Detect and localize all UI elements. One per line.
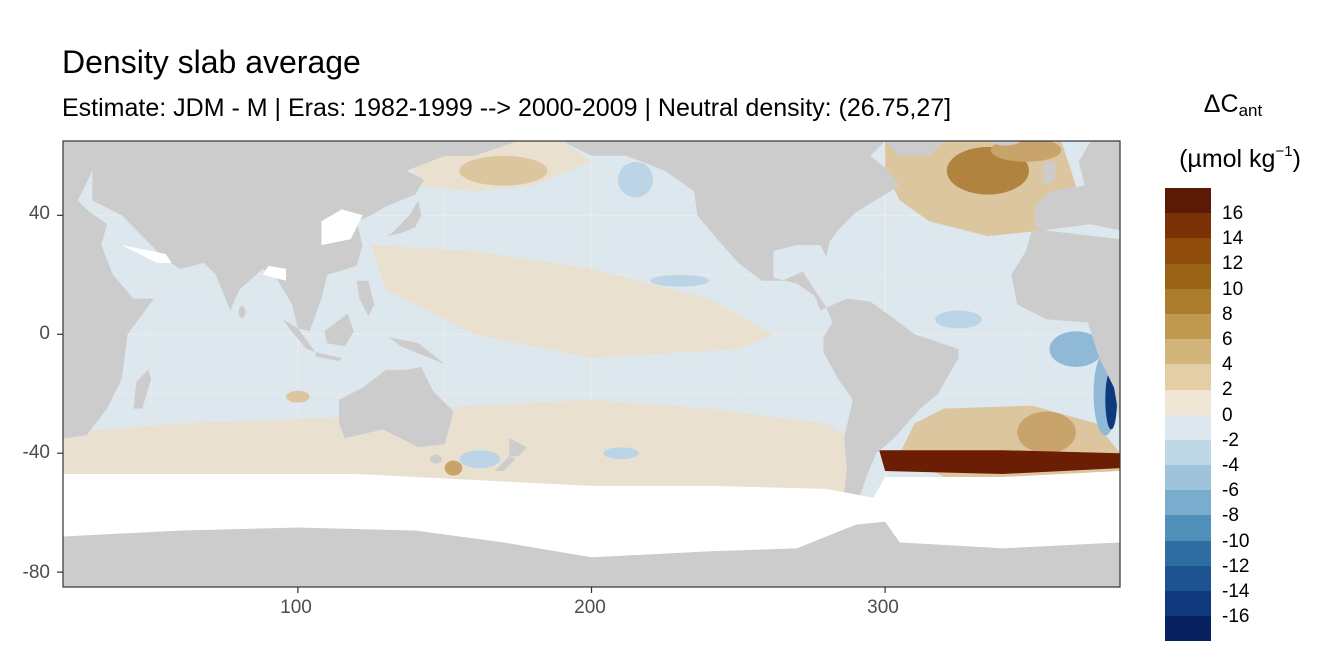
x-tick-label: 300 [867, 597, 899, 618]
masked-yellow-sea [321, 209, 363, 246]
cool-tasman-patch [459, 450, 501, 469]
legend-color-cell [1165, 288, 1211, 314]
legend-label: -4 [1222, 455, 1239, 476]
landmasses [63, 141, 1120, 587]
legend-label: -14 [1222, 581, 1250, 602]
warm-south-atlantic-core [1017, 411, 1076, 454]
legend-color-cell [1165, 364, 1211, 390]
legend-color-cell [1165, 263, 1211, 289]
cool-south-pacific-patch [603, 447, 639, 460]
new-zealand-south [494, 456, 516, 471]
europe [1034, 141, 1120, 231]
legend-color-cell [1165, 188, 1211, 214]
warm-tasman-spot [444, 460, 463, 476]
masked-persian-gulf [121, 245, 172, 263]
warm-pacific-tongue [371, 245, 774, 359]
borneo [324, 313, 354, 347]
legend-unit: (µmol kg−1) [1179, 143, 1301, 173]
west-africa [1011, 230, 1120, 424]
philippines [356, 280, 375, 317]
new-zealand-north [509, 438, 527, 457]
legend-color-cell [1165, 616, 1211, 642]
legend-color-cell [1165, 313, 1211, 340]
legend-color-cell [1165, 490, 1211, 516]
sri-lanka [238, 306, 246, 318]
legend-label: 8 [1222, 303, 1233, 325]
north-america [562, 141, 900, 311]
africa-east [63, 141, 154, 439]
british-isles [1043, 161, 1056, 186]
iceland [990, 141, 1021, 146]
y-tick-label: 0 [39, 323, 50, 344]
masked-region [63, 209, 1120, 558]
legend-color-cell [1165, 238, 1211, 264]
masked-southern-ocean [63, 471, 1120, 558]
y-tick-label: 40 [28, 203, 50, 224]
legend-color-cell [1165, 465, 1211, 491]
axis-ticks [57, 214, 886, 593]
x-tick-label: 100 [280, 597, 312, 618]
cool-gulf-alaska [617, 161, 654, 198]
plot-title: Density slab average [62, 44, 361, 80]
australia [339, 367, 454, 448]
sumatra [283, 319, 316, 353]
legend-color-cell [1165, 439, 1211, 466]
legend-label: 4 [1222, 354, 1233, 376]
legend-label: -10 [1222, 530, 1250, 552]
legend-label: 16 [1222, 203, 1244, 224]
legend-label: -6 [1222, 480, 1239, 502]
new-guinea [388, 337, 445, 364]
legend-label: -8 [1222, 505, 1239, 527]
legend-label: 2 [1222, 379, 1233, 401]
x-tick-label: 200 [574, 597, 606, 618]
y-tick-label: -40 [22, 442, 50, 463]
south-america [823, 298, 959, 498]
legend-title: ΔCant [1203, 90, 1263, 120]
warm-indian-spot [286, 390, 310, 403]
cool-gulf-guinea [1049, 331, 1103, 367]
y-tick-label: -80 [22, 562, 50, 583]
legend-label: -12 [1222, 555, 1250, 577]
cool-pacific-patch [650, 274, 709, 287]
legend-label: 10 [1222, 278, 1244, 300]
warm-north-pacific-core [459, 155, 548, 186]
legend-color-cell [1165, 213, 1211, 239]
legend-color-cell [1165, 339, 1211, 365]
legend-label: -2 [1222, 429, 1239, 451]
greenland [885, 141, 944, 156]
java [315, 352, 342, 361]
antarctica [63, 521, 1120, 587]
madagascar [133, 369, 152, 409]
legend-label: 6 [1222, 329, 1233, 350]
legend-color-cell [1165, 565, 1211, 591]
legend-color-cell [1165, 540, 1211, 566]
legend-color-cell [1165, 591, 1211, 617]
legend-label: -16 [1222, 606, 1250, 628]
plot-subtitle: Estimate: JDM - M | Eras: 1982-1999 --> … [62, 94, 952, 122]
masked-bay-bengal [262, 265, 287, 281]
legend-label: 0 [1222, 404, 1233, 426]
legend-label: 14 [1222, 228, 1244, 250]
eurasia [92, 141, 519, 332]
legend-color-cell [1165, 414, 1211, 440]
japan [386, 200, 422, 237]
legend-color-cell [1165, 389, 1211, 415]
cool-atlantic-patch [935, 310, 983, 329]
legend-label: 12 [1222, 253, 1244, 275]
warm-north-atlantic-north [990, 141, 1062, 162]
dark-brown-southern-atlantic [879, 450, 1120, 474]
map-panel [63, 141, 1120, 587]
legend-color-cell [1165, 515, 1211, 541]
legend-colorbar [1165, 188, 1211, 642]
tasmania [430, 454, 442, 464]
